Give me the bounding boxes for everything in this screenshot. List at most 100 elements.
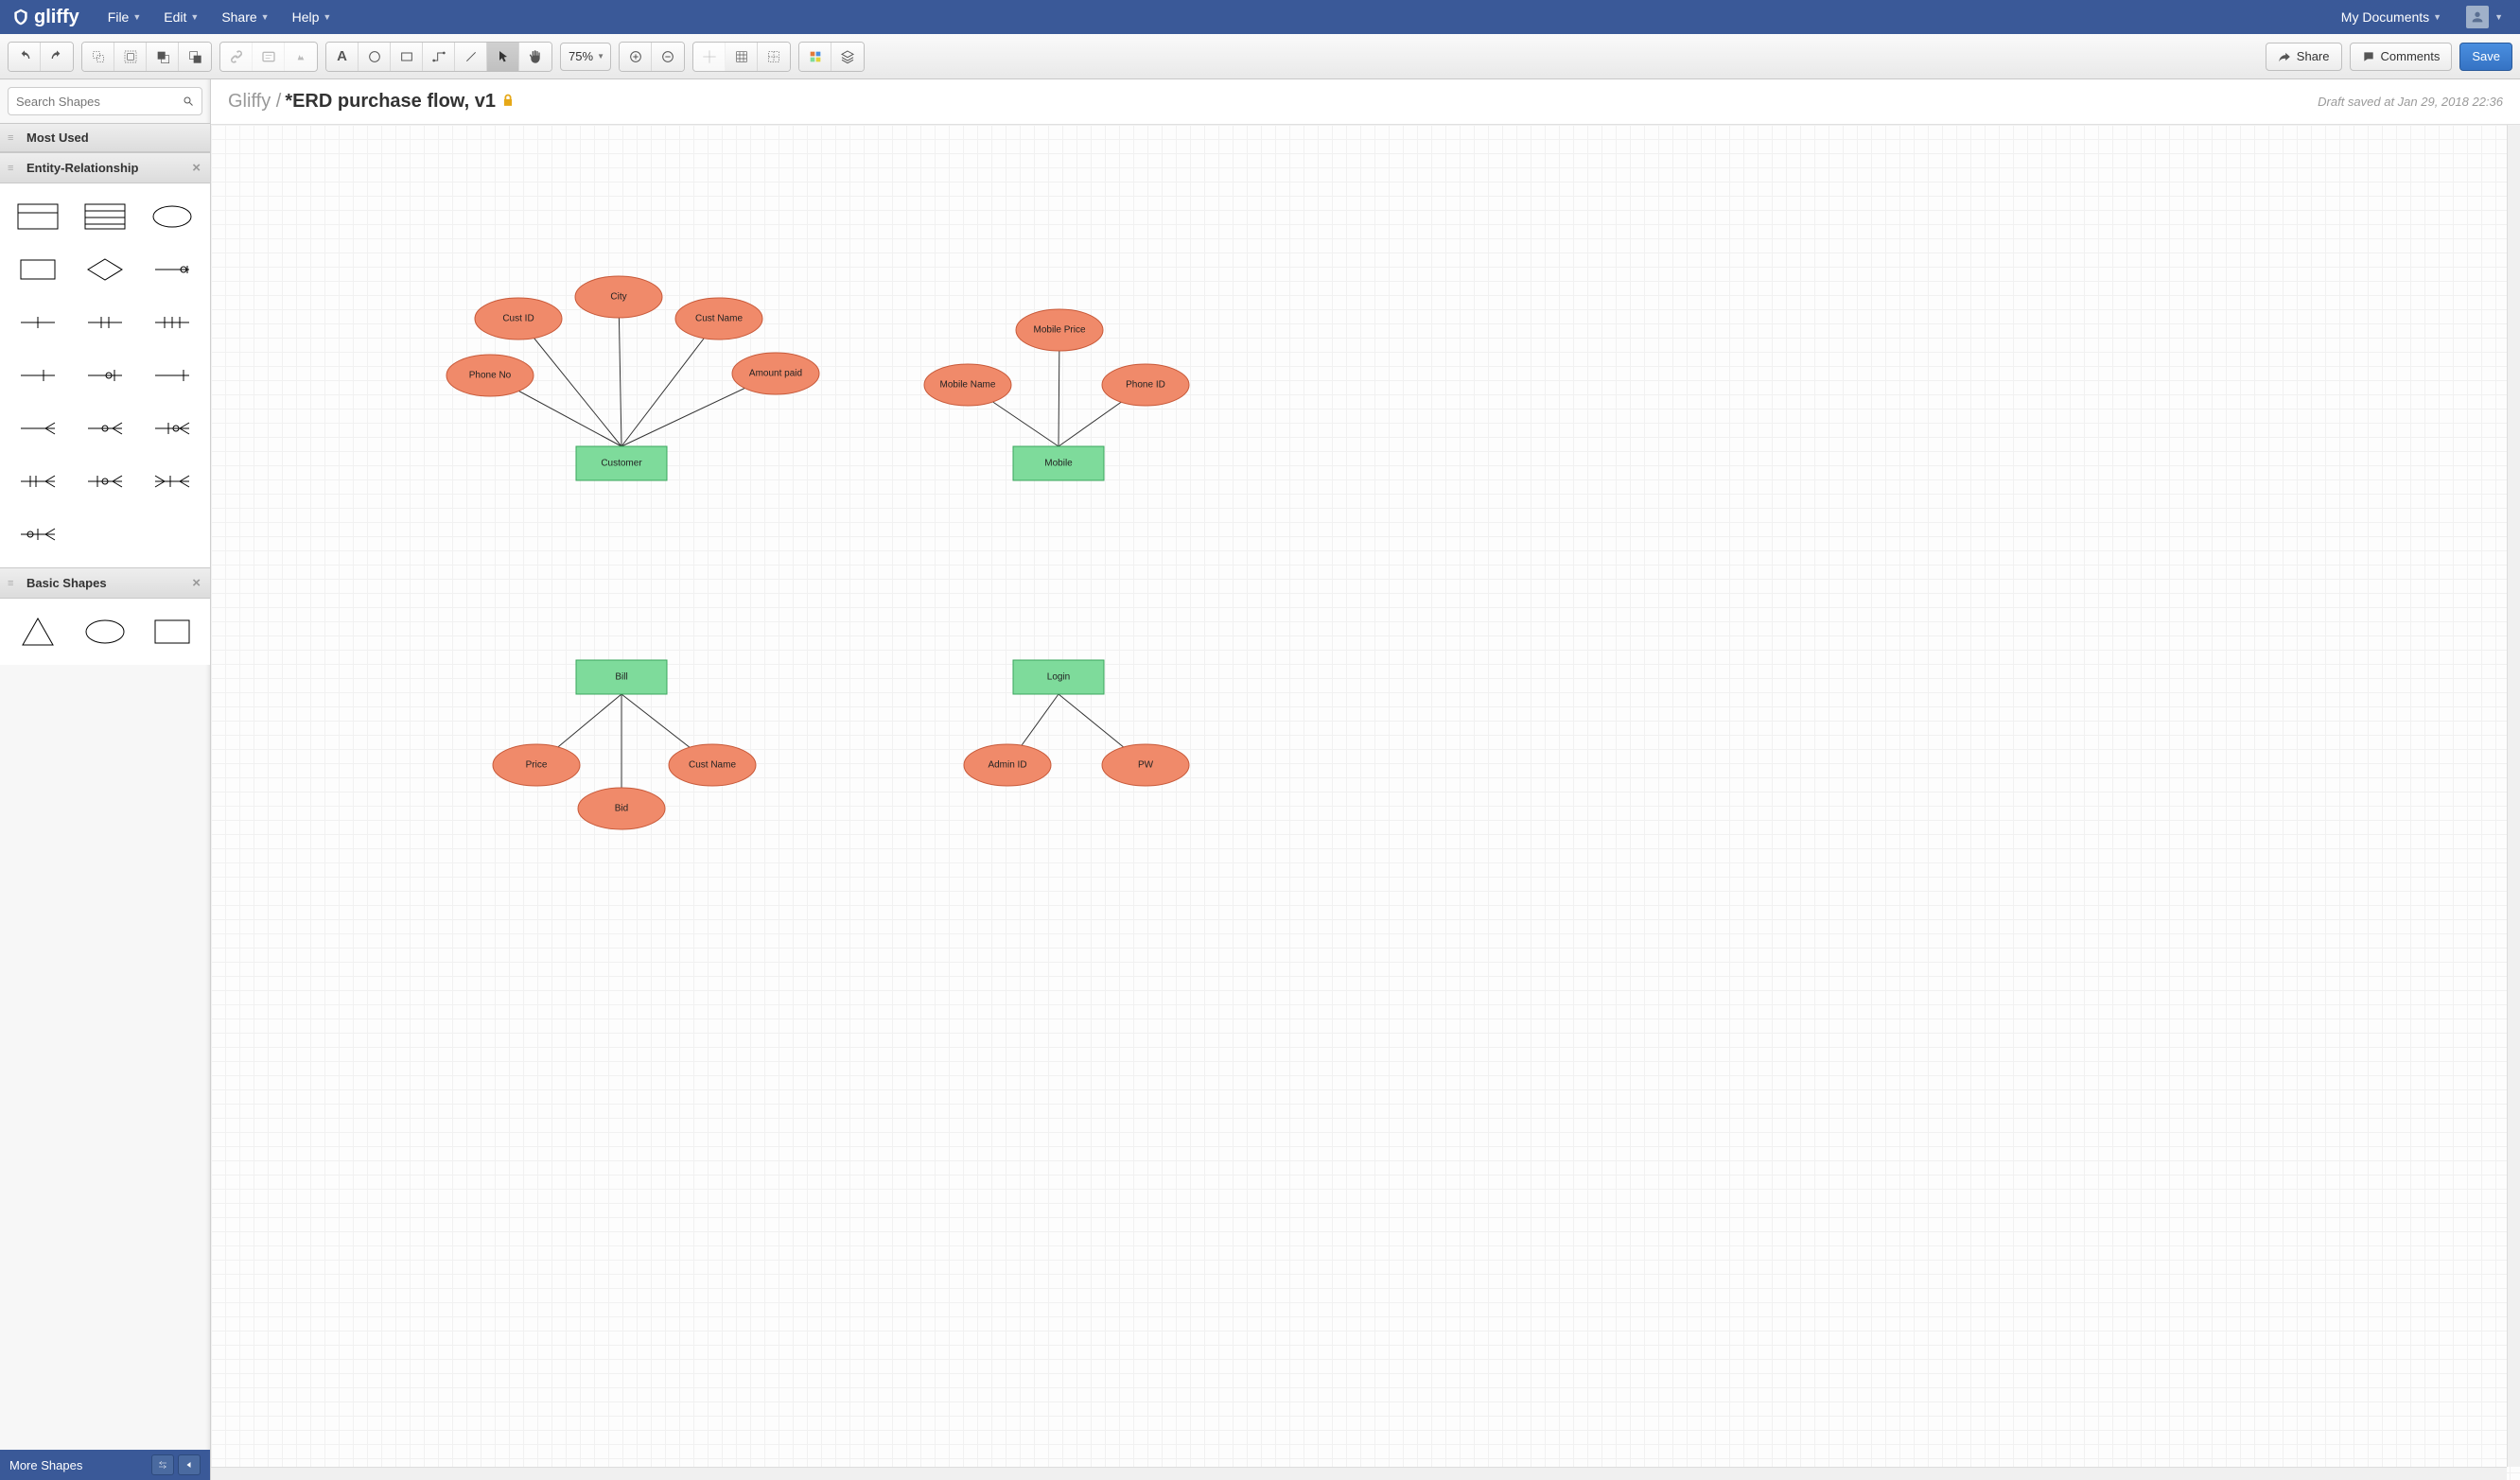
search-input[interactable]: [16, 95, 183, 109]
connector-tool-button[interactable]: [423, 43, 455, 71]
shape-relationship[interactable]: [73, 244, 138, 295]
grip-icon: ≡: [8, 132, 12, 144]
pan-tool-button[interactable]: [519, 43, 551, 71]
erd-attribute-label: Phone No: [469, 371, 512, 381]
shape-rel-5[interactable]: [73, 350, 138, 401]
theme-button[interactable]: [799, 43, 831, 71]
erd-entity-label: Customer: [601, 459, 642, 469]
shape-rel-10[interactable]: [6, 456, 71, 507]
snap-button[interactable]: [693, 43, 726, 71]
pointer-tool-button[interactable]: [487, 43, 519, 71]
erd-attribute-label: Admin ID: [988, 760, 1026, 771]
erd-attribute-label: Phone ID: [1126, 380, 1165, 391]
erd-attribute-label: Bid: [615, 804, 628, 814]
erd-attribute-label: Cust ID: [502, 314, 534, 324]
shape-rel-2[interactable]: [73, 297, 138, 348]
bring-front-button[interactable]: [147, 43, 179, 71]
er-shape-palette: [0, 183, 210, 567]
erd-entity-label: Bill: [615, 672, 627, 683]
zoom-out-button[interactable]: [652, 43, 684, 71]
comments-icon: [2362, 50, 2375, 63]
panel-most-used[interactable]: ≡ Most Used: [0, 123, 210, 152]
avatar-icon: [2466, 6, 2489, 28]
undo-button[interactable]: [9, 43, 41, 71]
grip-icon: ≡: [8, 578, 12, 589]
search-shapes-box: [8, 87, 202, 115]
link-button[interactable]: [220, 43, 253, 71]
scrollbar-vertical[interactable]: [2507, 125, 2520, 1467]
grid-button[interactable]: [726, 43, 758, 71]
comments-button[interactable]: Comments: [2350, 43, 2453, 71]
panel-entity-relationship[interactable]: ≡ Entity-Relationship ×: [0, 152, 210, 183]
menu-help[interactable]: Help▼: [283, 4, 341, 30]
ungroup-button[interactable]: [82, 43, 114, 71]
breadcrumb[interactable]: Gliffy /: [228, 91, 281, 113]
shape-rel-1[interactable]: [6, 297, 71, 348]
close-icon[interactable]: ×: [192, 160, 201, 176]
shape-entity[interactable]: [6, 191, 71, 242]
toolbar: A 75%▼ Share: [0, 34, 2520, 79]
redo-button[interactable]: [41, 43, 73, 71]
erd-attribute-label: Cust Name: [689, 760, 736, 771]
document-header: Gliffy / *ERD purchase flow, v1 Draft sa…: [211, 79, 2520, 125]
shape-rel-8[interactable]: [73, 403, 138, 454]
menu-share[interactable]: Share▼: [212, 4, 278, 30]
popup-button[interactable]: [253, 43, 285, 71]
close-icon[interactable]: ×: [192, 575, 201, 591]
shape-rel-12[interactable]: [139, 456, 204, 507]
panel-basic-shapes[interactable]: ≡ Basic Shapes ×: [0, 567, 210, 599]
zoom-select[interactable]: 75%▼: [560, 43, 611, 71]
zoom-in-button[interactable]: [620, 43, 652, 71]
user-menu[interactable]: ▼: [2460, 4, 2509, 30]
shape-rel-6[interactable]: [139, 350, 204, 401]
sidebar-footer: More Shapes: [0, 1450, 210, 1480]
grip-icon: ≡: [8, 163, 12, 174]
logo[interactable]: gliffy: [11, 7, 79, 28]
more-shapes-link[interactable]: More Shapes: [9, 1458, 82, 1472]
drawing-guides-button[interactable]: [151, 1454, 174, 1475]
my-documents-link[interactable]: My Documents▼: [2332, 4, 2451, 30]
canvas-area: Gliffy / *ERD purchase flow, v1 Draft sa…: [211, 79, 2520, 1480]
share-icon: [2278, 50, 2291, 63]
shape-rel-4[interactable]: [6, 350, 71, 401]
logo-icon: [11, 8, 30, 26]
erd-attribute-label: Amount paid: [749, 369, 802, 379]
shape-rel-9[interactable]: [139, 403, 204, 454]
shape-rel-11[interactable]: [73, 456, 138, 507]
shape-one-to-one[interactable]: [139, 244, 204, 295]
style-button[interactable]: [285, 43, 317, 71]
shape-rectangle[interactable]: [139, 606, 204, 657]
shape-rel-7[interactable]: [6, 403, 71, 454]
save-button[interactable]: Save: [2459, 43, 2512, 71]
shape-attribute[interactable]: [139, 191, 204, 242]
scrollbar-horizontal[interactable]: [211, 1467, 2507, 1480]
document-title[interactable]: *ERD purchase flow, v1: [285, 91, 496, 113]
erd-attribute-label: Price: [526, 760, 548, 771]
menu-edit[interactable]: Edit▼: [154, 4, 208, 30]
canvas[interactable]: Phone NoCust IDCityCust NameAmount paidM…: [211, 125, 2520, 1480]
sidebar: ≡ Most Used ≡ Entity-Relationship ×: [0, 79, 211, 1480]
layers-button[interactable]: [831, 43, 864, 71]
erd-entity-label: Mobile: [1044, 459, 1073, 469]
collapse-sidebar-button[interactable]: [178, 1454, 201, 1475]
send-back-button[interactable]: [179, 43, 211, 71]
shape-triangle[interactable]: [6, 606, 71, 657]
group-button[interactable]: [114, 43, 147, 71]
text-tool-button[interactable]: A: [326, 43, 359, 71]
shape-rect[interactable]: [6, 244, 71, 295]
guides-button[interactable]: [758, 43, 790, 71]
shape-rel-3[interactable]: [139, 297, 204, 348]
line-tool-button[interactable]: [455, 43, 487, 71]
menu-items: File▼ Edit▼ Share▼ Help▼: [98, 4, 341, 30]
shape-ellipse[interactable]: [73, 606, 138, 657]
menu-file[interactable]: File▼: [98, 4, 150, 30]
erd-attribute-label: Mobile Name: [940, 380, 996, 391]
rect-tool-button[interactable]: [391, 43, 423, 71]
logo-text: gliffy: [34, 7, 79, 28]
save-status: Draft saved at Jan 29, 2018 22:36: [2318, 95, 2503, 109]
erd-entity-label: Login: [1047, 672, 1070, 683]
shape-rel-13[interactable]: [6, 509, 71, 560]
ellipse-tool-button[interactable]: [359, 43, 391, 71]
share-button[interactable]: Share: [2266, 43, 2342, 71]
shape-entity-rows[interactable]: [73, 191, 138, 242]
